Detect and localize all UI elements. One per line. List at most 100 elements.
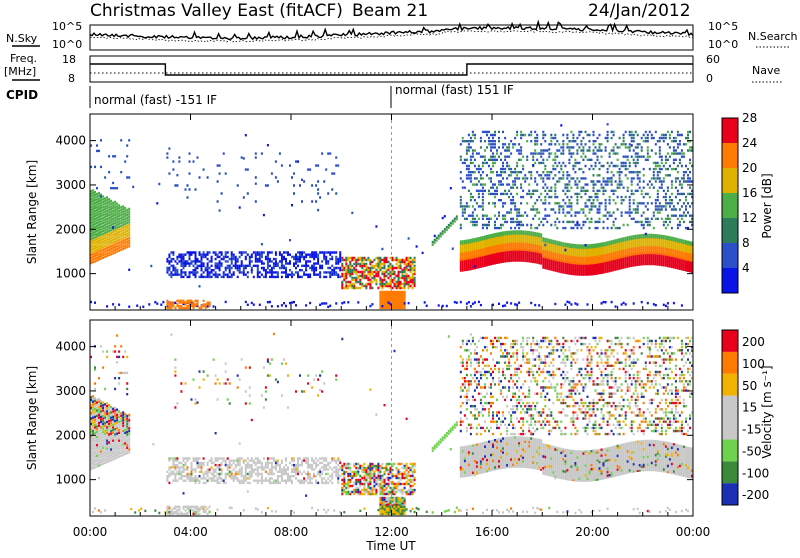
heatmap-cells (596, 401, 599, 481)
heatmap-cells (540, 339, 543, 417)
heatmap-cells (311, 251, 314, 270)
heatmap-cells (377, 258, 380, 270)
heatmap-cells (676, 242, 679, 251)
heatmap-cells (345, 486, 348, 490)
heatmap-cells (626, 155, 629, 214)
colorbar-swatch (722, 483, 738, 505)
heatmap-cells (104, 176, 107, 179)
heatmap-cells (562, 246, 565, 255)
heatmap-cells (682, 355, 685, 477)
heatmap-cells (264, 184, 267, 187)
heatmap-cells (678, 238, 681, 243)
heatmap-cells (393, 266, 396, 288)
heatmap-cells (295, 160, 298, 274)
heatmap-cells (228, 257, 231, 270)
heatmap-cells (608, 259, 611, 273)
heatmap-cells (596, 247, 599, 256)
heatmap-cells (502, 355, 505, 450)
heatmap-cells (303, 459, 306, 480)
heatmap-cells (612, 251, 615, 261)
heatmap-cells (540, 251, 543, 265)
heatmap-cells (620, 161, 623, 217)
heatmap-cells (413, 462, 416, 474)
heatmap-cells (136, 304, 139, 307)
heatmap-cells (124, 415, 127, 432)
heatmap-cells (461, 450, 464, 453)
heatmap-cells (291, 204, 294, 304)
heatmap-cells (508, 358, 511, 361)
heatmap-cells (409, 509, 412, 513)
heatmap-cells (648, 252, 651, 266)
heatmap-cells (672, 136, 675, 217)
heatmap-cells (90, 430, 93, 434)
heatmap-cells (514, 352, 517, 468)
heatmap-cells (441, 230, 444, 233)
heatmap-cells (280, 394, 283, 482)
heatmap-cells (415, 507, 418, 510)
heatmap-cells (240, 251, 243, 267)
heatmap-cells (520, 248, 523, 262)
heatmap-cells (443, 228, 446, 231)
heatmap-cells (280, 164, 283, 270)
heatmap-cells (578, 477, 581, 480)
heatmap-cells (590, 248, 593, 257)
heatmap-cells (102, 248, 105, 259)
heatmap-cells (572, 136, 575, 155)
heatmap-cells (552, 346, 555, 355)
heatmap-cells (126, 224, 129, 238)
heatmap-cells (280, 253, 283, 307)
heatmap-cells (604, 355, 607, 480)
heatmap-cells (256, 266, 259, 272)
heatmap-cells (110, 411, 113, 433)
heatmap-cells (445, 304, 448, 308)
heatmap-cells (550, 243, 553, 252)
heatmap-cells (486, 253, 489, 267)
heatmap-cells (122, 429, 125, 433)
heatmap-cells (192, 512, 195, 516)
heatmap-cells (108, 198, 111, 233)
heatmap-cells (546, 346, 549, 389)
heatmap-cells (562, 133, 565, 230)
heatmap-cells (236, 457, 239, 482)
heatmap-cells (319, 196, 322, 276)
heatmap-cells (646, 346, 649, 349)
heatmap-cells (481, 240, 484, 249)
heatmap-cells (602, 300, 605, 304)
heatmap-cells (401, 462, 404, 507)
heatmap-cells (574, 256, 577, 265)
heatmap-cells (202, 461, 205, 514)
heatmap-cells (387, 266, 390, 286)
heatmap-cells (630, 136, 633, 220)
heatmap-cells (522, 339, 525, 513)
heatmap-cells (518, 395, 521, 398)
heatmap-cells (371, 266, 374, 290)
heatmap-cells (96, 144, 99, 190)
heatmap-cells (590, 367, 593, 371)
heatmap-cells (373, 270, 376, 278)
heatmap-cells (560, 392, 563, 395)
heatmap-cells (676, 133, 679, 230)
heatmap-cells (666, 302, 669, 305)
heatmap-cells (596, 383, 599, 386)
heatmap-cells (502, 304, 505, 308)
heatmap-cells (194, 299, 197, 308)
heatmap-cells (654, 304, 657, 307)
heatmap-cells (588, 208, 591, 249)
heatmap-cells (385, 476, 388, 505)
heatmap-cells (481, 367, 484, 515)
heatmap-cells (644, 361, 647, 364)
heatmap-cells (379, 474, 382, 507)
heatmap-cells (287, 374, 290, 377)
heatmap-cells (124, 160, 127, 163)
heatmap-cells (687, 349, 690, 361)
heatmap-cells (570, 177, 573, 205)
heatmap-cells (670, 352, 673, 414)
heatmap-cells (395, 256, 398, 288)
heatmap-cells (387, 470, 390, 503)
heatmap-cells (596, 220, 599, 224)
heatmap-cells (488, 414, 491, 417)
heatmap-cells (678, 414, 681, 417)
heatmap-cells (634, 238, 637, 248)
heatmap-cells (536, 143, 539, 237)
heatmap-cells (258, 459, 261, 482)
